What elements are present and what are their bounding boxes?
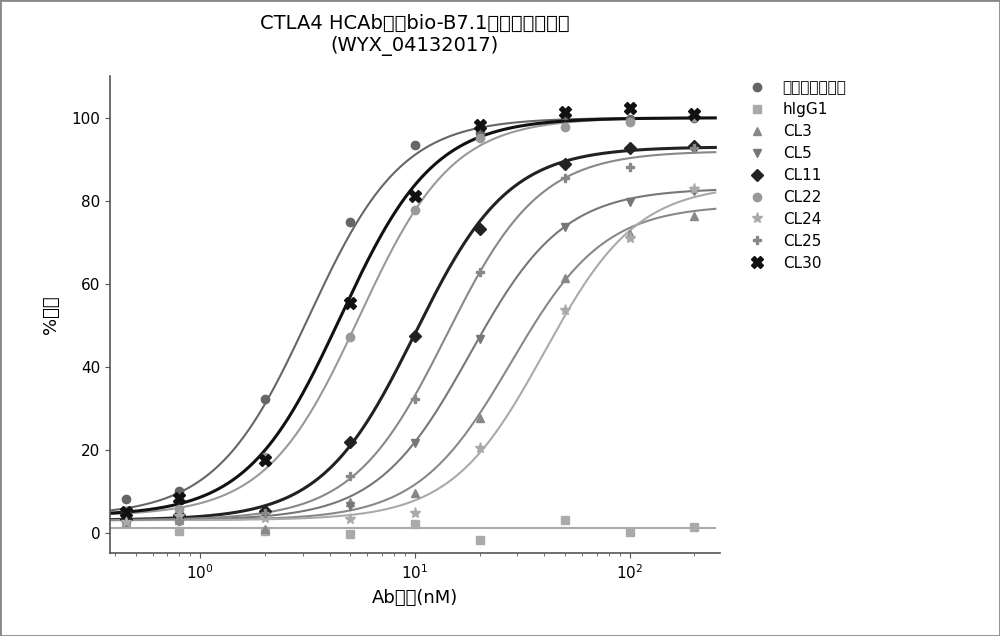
CL11: [559, 161, 571, 169]
Legend: 伊匹单抗类似物, hIgG1, CL3, CL5, CL11, CL22, CL24, CL25, CL30: 伊匹单抗类似物, hIgG1, CL3, CL5, CL11, CL22, CL…: [734, 74, 853, 277]
CL11: [624, 144, 636, 151]
CL11: [120, 515, 132, 523]
CL25: [688, 144, 700, 151]
CL25: [409, 396, 421, 403]
CL5: [688, 188, 700, 195]
Line: CL25: CL25: [122, 144, 699, 525]
伊匹单抗类似物: [688, 114, 700, 122]
CL25: [259, 509, 271, 516]
CL22: [173, 506, 185, 513]
CL24: [259, 515, 271, 522]
Line: CL30: CL30: [120, 102, 700, 517]
hIgG1: [259, 527, 271, 535]
CL22: [344, 333, 356, 341]
Line: CL24: CL24: [120, 183, 700, 527]
CL30: [559, 109, 571, 116]
X-axis label: Ab浓度(nM): Ab浓度(nM): [372, 589, 458, 607]
CL24: [474, 445, 486, 452]
CL25: [344, 473, 356, 480]
Line: hIgG1: hIgG1: [122, 516, 699, 544]
CL30: [624, 104, 636, 111]
CL3: [409, 490, 421, 497]
hIgG1: [344, 530, 356, 537]
CL22: [259, 453, 271, 461]
CL22: [624, 118, 636, 126]
CL3: [559, 274, 571, 282]
CL24: [173, 513, 185, 520]
CL5: [344, 502, 356, 509]
Line: CL11: CL11: [122, 142, 699, 523]
CL3: [259, 525, 271, 533]
伊匹单抗类似物: [344, 219, 356, 226]
hIgG1: [120, 516, 132, 524]
CL3: [688, 212, 700, 220]
CL5: [409, 439, 421, 447]
CL30: [259, 456, 271, 464]
CL11: [688, 142, 700, 150]
CL22: [409, 206, 421, 214]
CL22: [559, 123, 571, 131]
CL30: [474, 121, 486, 129]
CL24: [688, 185, 700, 193]
CL25: [474, 268, 486, 276]
Title: CTLA4 HCAb针对bio-B7.1基于细胞的阵断
(WYX_04132017): CTLA4 HCAb针对bio-B7.1基于细胞的阵断 (WYX_0413201…: [260, 15, 570, 57]
CL25: [559, 174, 571, 182]
Line: 伊匹单抗类似物: 伊匹单抗类似物: [122, 111, 699, 504]
CL30: [173, 495, 185, 502]
伊匹单抗类似物: [259, 396, 271, 403]
CL3: [624, 230, 636, 238]
CL25: [120, 508, 132, 515]
Y-axis label: %阵断: %阵断: [42, 296, 60, 334]
CL30: [344, 299, 356, 307]
CL22: [120, 508, 132, 515]
CL24: [120, 518, 132, 525]
CL25: [624, 163, 636, 170]
CL3: [173, 516, 185, 524]
CL5: [559, 223, 571, 231]
hIgG1: [624, 529, 636, 536]
伊匹单抗类似物: [559, 111, 571, 118]
伊匹单抗类似物: [624, 115, 636, 123]
伊匹单抗类似物: [409, 142, 421, 149]
CL3: [474, 414, 486, 422]
CL5: [259, 512, 271, 520]
CL11: [409, 332, 421, 340]
hIgG1: [173, 528, 185, 536]
CL22: [688, 113, 700, 121]
Line: CL22: CL22: [122, 113, 699, 515]
CL5: [624, 198, 636, 205]
CL22: [474, 134, 486, 142]
CL5: [120, 508, 132, 515]
hIgG1: [559, 516, 571, 523]
CL3: [344, 499, 356, 506]
CL24: [344, 516, 356, 523]
CL24: [624, 234, 636, 242]
CL11: [259, 507, 271, 515]
CL24: [409, 509, 421, 516]
伊匹单抗类似物: [120, 495, 132, 503]
CL11: [173, 511, 185, 519]
CL30: [688, 110, 700, 118]
伊匹单抗类似物: [474, 128, 486, 136]
Line: CL3: CL3: [122, 212, 699, 534]
hIgG1: [474, 536, 486, 544]
CL11: [474, 226, 486, 233]
hIgG1: [409, 520, 421, 528]
CL30: [409, 193, 421, 200]
CL24: [559, 306, 571, 314]
CL11: [344, 438, 356, 446]
CL25: [173, 518, 185, 525]
hIgG1: [688, 523, 700, 530]
CL3: [120, 518, 132, 526]
CL30: [120, 508, 132, 515]
CL5: [173, 513, 185, 521]
Line: CL5: CL5: [122, 187, 699, 522]
CL5: [474, 335, 486, 342]
伊匹单抗类似物: [173, 487, 185, 494]
